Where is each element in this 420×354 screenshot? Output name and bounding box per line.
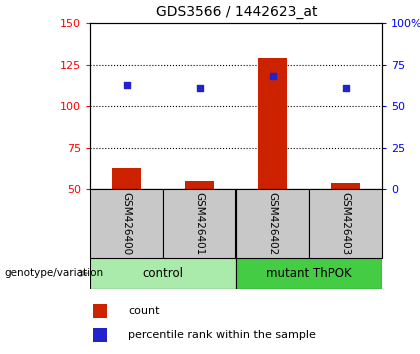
Text: control: control <box>143 267 184 280</box>
Text: GSM426403: GSM426403 <box>341 192 351 256</box>
FancyBboxPatch shape <box>90 189 163 258</box>
FancyBboxPatch shape <box>90 258 236 289</box>
Point <box>269 73 276 79</box>
Text: mutant ThPOK: mutant ThPOK <box>266 267 352 280</box>
Bar <box>331 183 360 189</box>
FancyBboxPatch shape <box>163 189 236 258</box>
Bar <box>258 58 287 189</box>
Text: GSM426400: GSM426400 <box>122 192 132 256</box>
Bar <box>185 181 214 189</box>
Text: GSM426401: GSM426401 <box>195 192 205 256</box>
Point <box>342 85 349 91</box>
Text: GSM426402: GSM426402 <box>268 192 278 256</box>
FancyBboxPatch shape <box>309 189 382 258</box>
Text: count: count <box>128 306 160 316</box>
Text: percentile rank within the sample: percentile rank within the sample <box>128 330 316 340</box>
Bar <box>93 304 107 318</box>
Title: GDS3566 / 1442623_at: GDS3566 / 1442623_at <box>155 5 317 19</box>
Bar <box>93 328 107 342</box>
Text: genotype/variation: genotype/variation <box>4 268 103 278</box>
Point <box>123 82 130 87</box>
Bar <box>112 168 142 189</box>
FancyBboxPatch shape <box>236 189 309 258</box>
Point <box>197 85 203 91</box>
FancyBboxPatch shape <box>236 258 382 289</box>
